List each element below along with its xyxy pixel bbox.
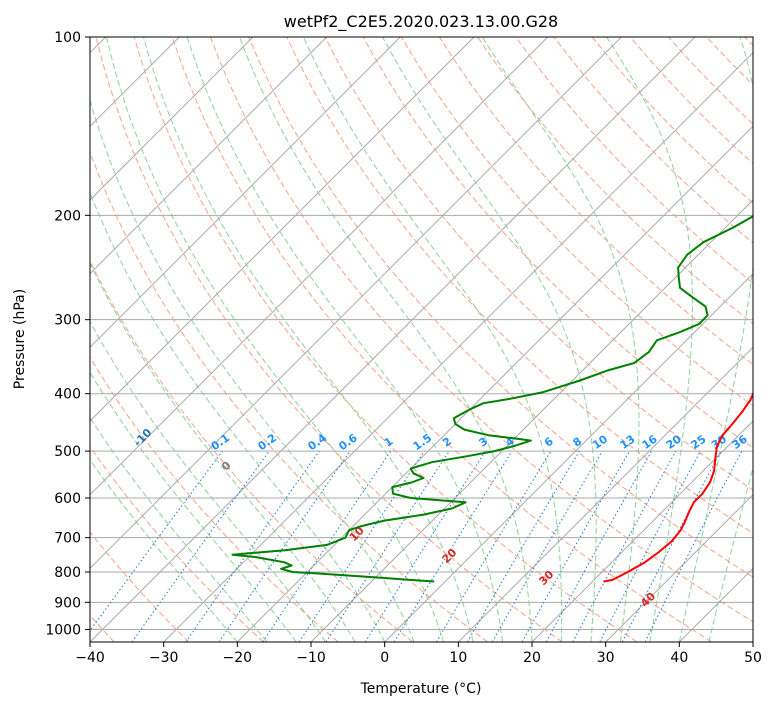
x-tick-label: 50 bbox=[744, 650, 762, 666]
mixing-ratio-line bbox=[572, 450, 677, 642]
isotherm-line bbox=[310, 199, 753, 642]
dry-adiabat-line bbox=[133, 37, 638, 642]
isotherm-line bbox=[163, 51, 753, 642]
x-tick-label: 0 bbox=[380, 650, 389, 666]
dry-adiabat-line bbox=[438, 37, 753, 366]
x-tick-label: 20 bbox=[523, 650, 541, 666]
moist-adiabat-line bbox=[302, 37, 563, 642]
x-axis-ticks: −40 −30 −20 −10 0 10 20 30 40 50 bbox=[75, 642, 762, 666]
profile-line bbox=[231, 215, 753, 583]
y-tick-label: 700 bbox=[54, 531, 81, 547]
x-tick-label: 30 bbox=[597, 650, 615, 666]
dry-adiabat-line bbox=[515, 37, 753, 284]
isotherm-line bbox=[90, 37, 696, 642]
background-lines bbox=[90, 37, 753, 642]
y-tick-label: 1000 bbox=[45, 622, 81, 638]
dry-adiabat-line bbox=[90, 445, 264, 642]
moist-adiabat-line bbox=[239, 37, 533, 642]
mixing-ratio-line bbox=[131, 450, 270, 642]
plot-frame bbox=[89, 36, 754, 643]
moist-adiabat-line bbox=[481, 37, 640, 642]
isotherm-line bbox=[605, 493, 753, 642]
sounding-profiles bbox=[231, 215, 753, 583]
mixing-ratio-line bbox=[393, 450, 513, 642]
mixing-ratio-line bbox=[262, 450, 392, 642]
plot-background bbox=[90, 37, 753, 642]
isotherm-line bbox=[531, 420, 753, 642]
isotherm-line bbox=[384, 272, 753, 642]
mixing-ratio-line bbox=[90, 450, 223, 632]
x-tick-label: −20 bbox=[223, 650, 253, 666]
moist-adiabat-line bbox=[382, 37, 597, 642]
isotherm-line bbox=[90, 37, 622, 570]
isotherm-line bbox=[90, 37, 475, 422]
dry-adiabat-line bbox=[95, 37, 563, 642]
moist-adiabat-line bbox=[90, 261, 356, 642]
isotherm-line bbox=[457, 346, 753, 642]
x-tick-label: −40 bbox=[75, 650, 105, 666]
moist-adiabat-line bbox=[186, 37, 503, 642]
dry-adiabat-line bbox=[210, 37, 753, 623]
y-tick-label: 600 bbox=[54, 491, 81, 507]
mixing-ratio-line bbox=[185, 450, 320, 642]
mixing-ratio-line bbox=[325, 450, 450, 642]
y-tick-label: 500 bbox=[54, 444, 81, 460]
mixing-ratio-line bbox=[545, 450, 653, 642]
dry-adiabat-line bbox=[90, 150, 488, 642]
dry-adiabat-line bbox=[400, 37, 753, 407]
moist-adiabat-line bbox=[90, 416, 268, 642]
mixing-ratio-line bbox=[521, 450, 630, 642]
moist-adiabat-line bbox=[106, 37, 445, 642]
moist-adiabat-line bbox=[606, 37, 693, 642]
y-tick-label: 800 bbox=[54, 565, 81, 581]
x-tick-label: 40 bbox=[670, 650, 688, 666]
dry-adiabat-line bbox=[90, 531, 190, 642]
x-tick-label: −30 bbox=[149, 650, 179, 666]
moist-adiabat-line bbox=[90, 458, 238, 642]
isotherm-line bbox=[90, 37, 328, 275]
profile-line bbox=[603, 391, 753, 583]
y-tick-label: 900 bbox=[54, 595, 81, 611]
x-tick-label: 10 bbox=[449, 650, 467, 666]
chart-title: wetPf2_C2E5.2020.023.13.00.G28 bbox=[284, 12, 558, 32]
x-axis-label: Temperature (°C) bbox=[360, 681, 482, 697]
y-axis-ticks: 100 200 300 400 500 600 700 800 900 1000 bbox=[45, 30, 90, 638]
dry-adiabat-line bbox=[90, 356, 339, 642]
mixing-ratio-line bbox=[218, 450, 351, 642]
isotherm-line bbox=[90, 37, 549, 496]
y-tick-label: 100 bbox=[54, 30, 81, 46]
y-tick-label: 200 bbox=[54, 208, 81, 224]
isotherm-line bbox=[90, 37, 254, 201]
y-tick-label: 400 bbox=[54, 387, 81, 403]
isotherm-line bbox=[90, 37, 401, 349]
dry-adiabat-line bbox=[248, 37, 753, 578]
x-tick-label: −10 bbox=[296, 650, 326, 666]
mixing-ratio-line bbox=[644, 450, 743, 642]
y-tick-label: 300 bbox=[54, 313, 81, 329]
moist-adiabat-line bbox=[143, 37, 474, 642]
moist-adiabat-line bbox=[90, 371, 297, 642]
moist-adiabat-line bbox=[678, 37, 753, 642]
y-axis-label: Pressure (hPa) bbox=[12, 289, 28, 389]
isotherm-line bbox=[752, 641, 753, 642]
